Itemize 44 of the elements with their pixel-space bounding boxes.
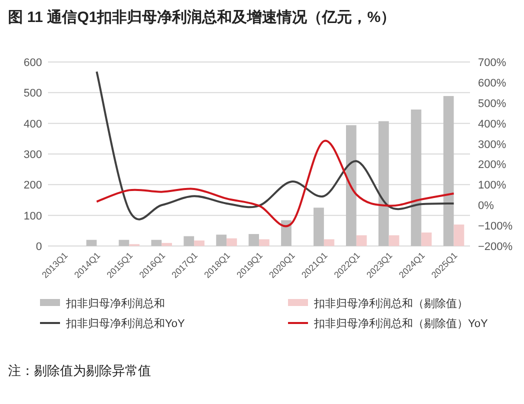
bar (118, 240, 130, 246)
bar (216, 234, 227, 246)
y2-tick-label: 400% (478, 118, 506, 130)
y-tick-label: 300 (24, 149, 42, 161)
bar (314, 208, 324, 246)
bar (454, 224, 464, 246)
legend-label: 扣非归母净利润总和（剔除值） (313, 297, 468, 310)
y2-tick-label: 200% (478, 159, 506, 172)
bar (388, 235, 400, 246)
y2-tick-label: 100% (478, 180, 506, 192)
y2-tick-label: 0% (478, 200, 494, 212)
y-tick-label: 100 (24, 210, 42, 222)
bar (226, 238, 237, 246)
y2-tick-label: −200% (478, 241, 513, 253)
y2-tick-label: 300% (478, 138, 506, 151)
y-tick-label: 400 (24, 118, 42, 130)
legend-label: 扣非归母净利润总和YoY (65, 317, 186, 330)
bar (162, 242, 172, 246)
bar (184, 236, 194, 246)
bar (346, 125, 356, 246)
legend-label: 扣非归母净利润总和（剔除值）YoY (313, 317, 488, 330)
y-tick-label: 500 (24, 88, 42, 100)
bar (259, 239, 270, 246)
bar (151, 240, 162, 246)
y-tick-label: 600 (24, 57, 42, 69)
bar (194, 240, 204, 246)
bar (356, 235, 367, 246)
bar (324, 239, 334, 246)
bar (378, 121, 389, 246)
y2-tick-label: 600% (478, 77, 506, 90)
chart-title: 图 11 通信Q1扣非归母净利润总和及增速情况（亿元，%） (8, 8, 396, 26)
y2-tick-label: −100% (478, 220, 513, 233)
y2-tick-label: 700% (478, 57, 506, 69)
bar (421, 232, 432, 246)
bar (443, 96, 454, 246)
legend-label: 扣非归母净利润总和 (65, 297, 165, 310)
bar (86, 240, 97, 246)
y2-tick-label: 500% (478, 98, 506, 110)
bar (248, 234, 259, 246)
bar (410, 110, 422, 246)
bar (281, 220, 292, 246)
y-tick-label: 0 (36, 241, 42, 253)
y-tick-label: 200 (24, 180, 42, 192)
text: 注：剔除值为剔除异常值 (8, 363, 151, 378)
